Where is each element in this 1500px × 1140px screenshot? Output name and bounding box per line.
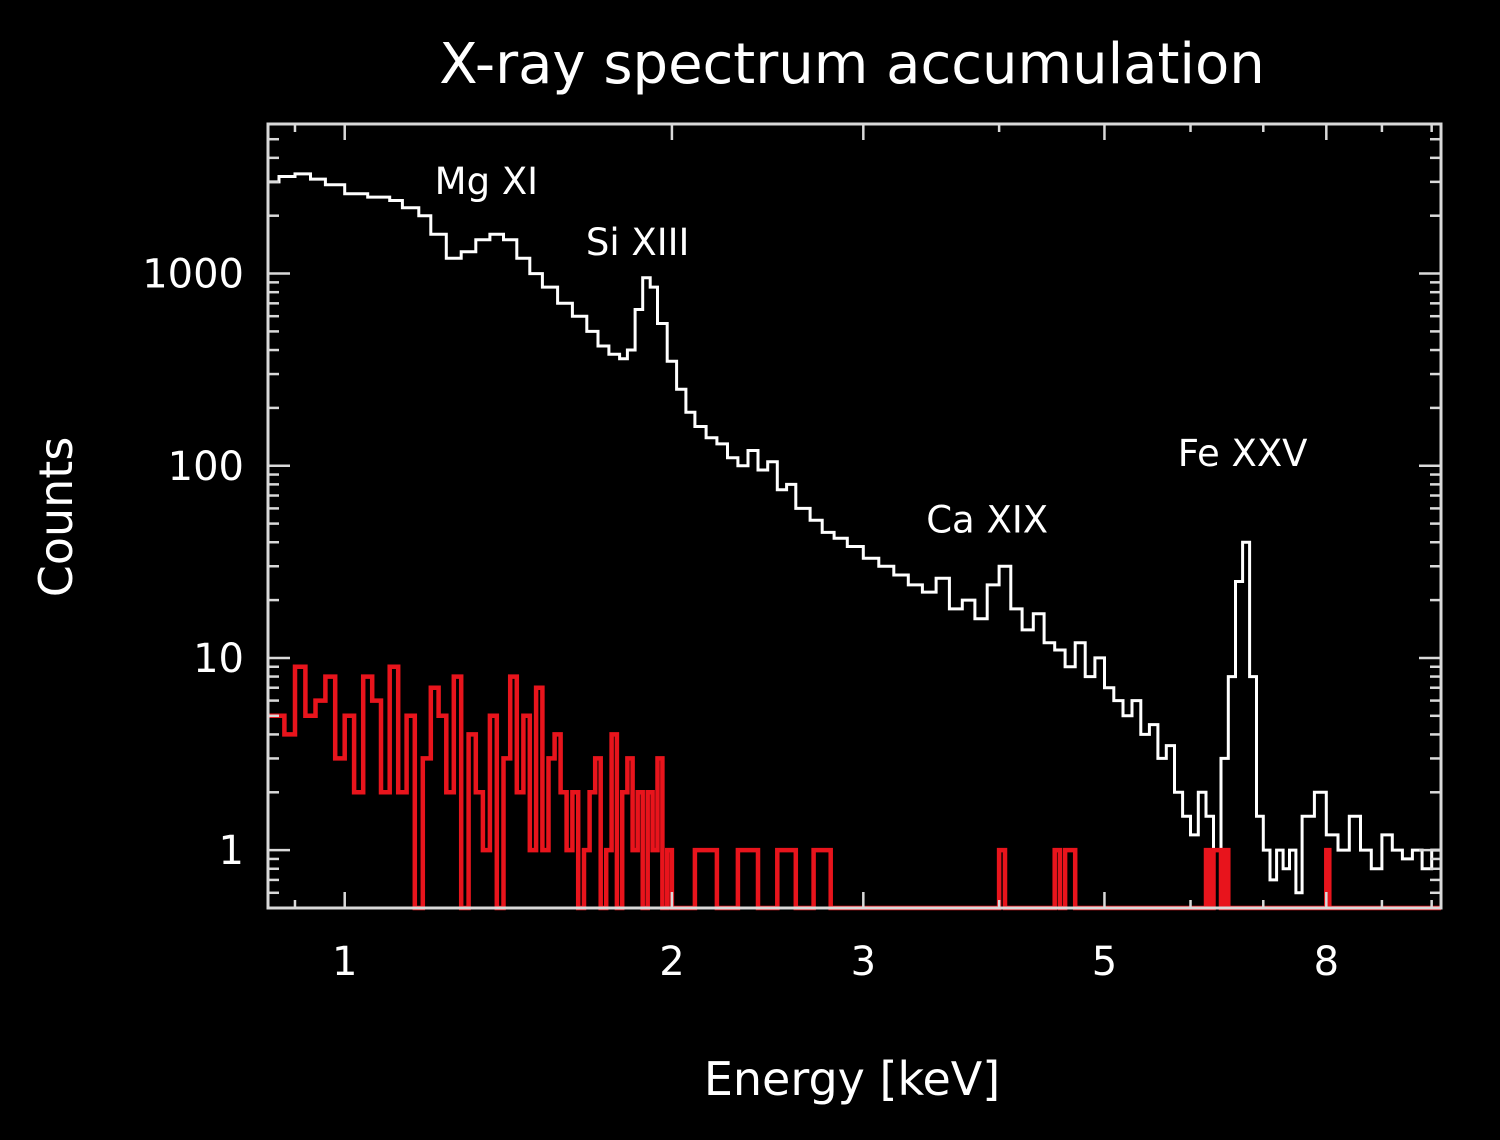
peak-annotation: Si XIII <box>586 221 690 264</box>
peak-annotation: Ca XIX <box>926 498 1048 541</box>
ticks-layer: 1 2 3 5 8 1 10 100 1000 <box>142 122 1441 985</box>
x-tick-label: 3 <box>851 939 876 985</box>
chart-title: X-ray spectrum accumulation <box>439 32 1264 97</box>
x-tick-label: 5 <box>1092 939 1117 985</box>
series-layer <box>268 172 1441 911</box>
x-tick-label: 8 <box>1314 939 1339 985</box>
y-tick-label: 10 <box>193 636 244 682</box>
y-tick-label: 1 <box>219 828 244 874</box>
peak-annotation: Mg XI <box>435 160 538 203</box>
annotation-layer: Mg XI Si XIII Ca XIX Fe XXV <box>435 160 1308 542</box>
x-axis-label: Energy [keV] <box>704 1052 1000 1106</box>
y-tick-label: 1000 <box>142 252 244 298</box>
peak-annotation: Fe XXV <box>1178 432 1308 475</box>
series-line-2 <box>268 664 1441 911</box>
series-line-1 <box>268 172 1441 895</box>
plot-frame <box>266 122 1443 910</box>
x-tick-label: 1 <box>332 939 357 985</box>
x-tick-label: 2 <box>659 939 684 985</box>
y-axis-label: Counts <box>29 437 83 598</box>
y-tick-label: 100 <box>168 444 244 490</box>
